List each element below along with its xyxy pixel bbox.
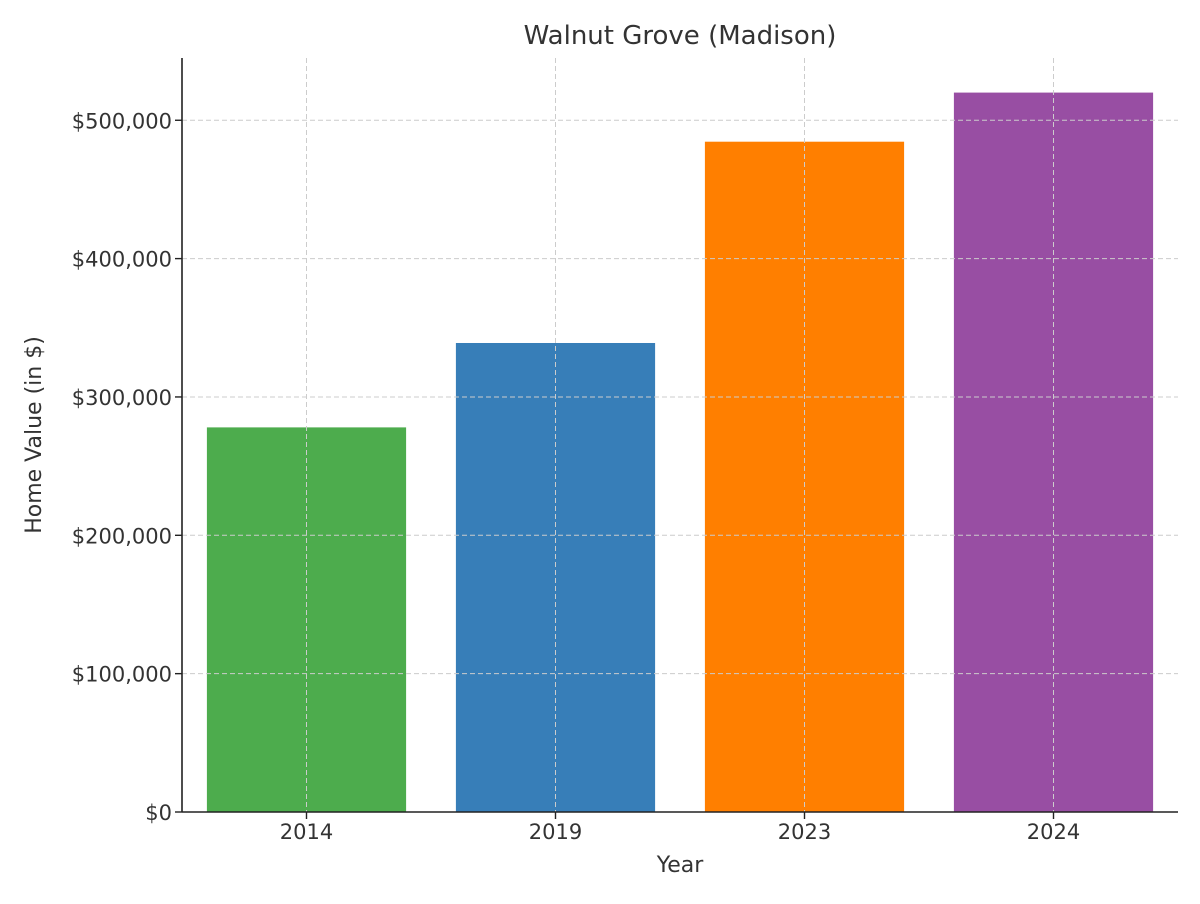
- axes-layer: [181, 58, 1178, 813]
- x-tick-label: 2014: [280, 820, 333, 844]
- x-axis-label: Year: [656, 853, 705, 878]
- ticks-layer: $0 $100,000 $200,000 $300,000 $400,000 $500,0…: [72, 109, 1080, 844]
- chart-title: Walnut Grove (Madison): [524, 21, 837, 51]
- y-axis-label: Home Value (in $): [22, 336, 47, 534]
- y-tick-label: $100,000: [72, 663, 172, 687]
- y-tick-label: $400,000: [72, 248, 172, 272]
- bars-layer: [206, 92, 1154, 812]
- grid-layer: [182, 58, 1178, 812]
- y-tick-label: $0: [145, 801, 172, 825]
- y-tick-label: $300,000: [72, 386, 172, 410]
- x-tick-label: 2024: [1027, 820, 1080, 844]
- x-tick-label: 2023: [778, 820, 831, 844]
- x-tick-label: 2019: [529, 820, 582, 844]
- y-tick-label: $200,000: [72, 524, 172, 548]
- y-tick-label: $500,000: [72, 109, 172, 133]
